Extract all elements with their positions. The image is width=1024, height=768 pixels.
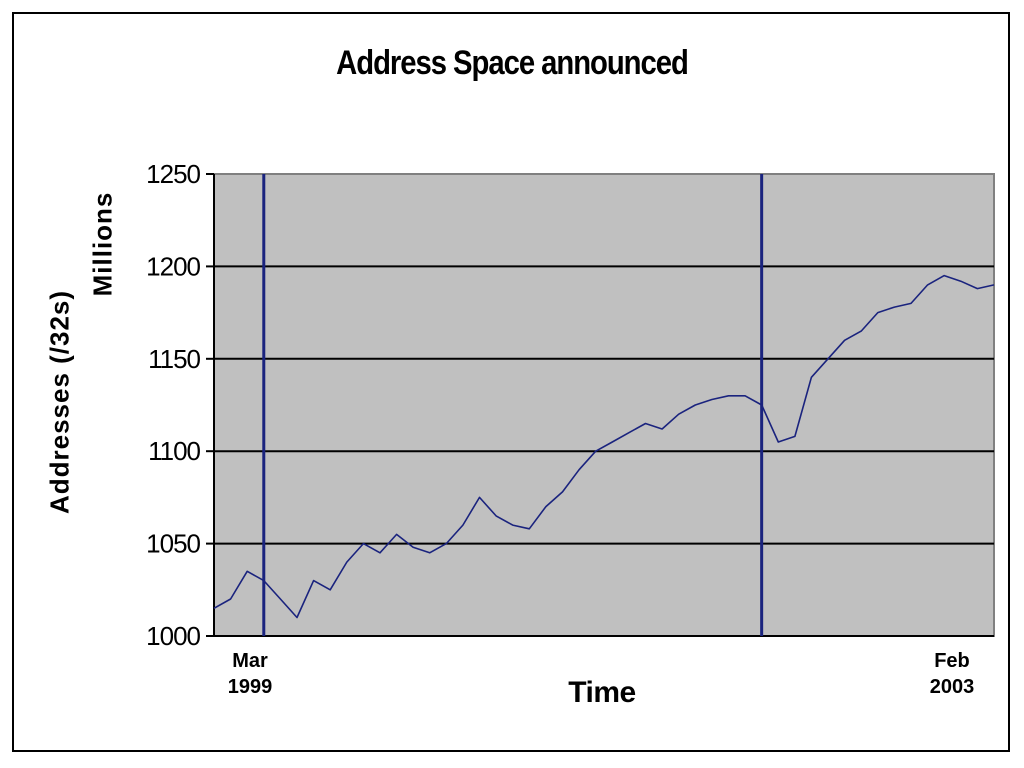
plot-area bbox=[213, 173, 995, 637]
y-tick-label: 1150 bbox=[148, 344, 200, 374]
y-tick-label: 1000 bbox=[146, 621, 200, 651]
y-tick-label: 1200 bbox=[146, 251, 200, 281]
x-tick-end-year: 2003 bbox=[929, 676, 975, 698]
x-tick-end-month: Feb bbox=[934, 650, 970, 672]
y-tick-label: 1100 bbox=[148, 436, 200, 466]
series-line bbox=[213, 274, 995, 619]
x-tick-end: Feb 2003 bbox=[930, 648, 975, 700]
x-axis-label: Time bbox=[568, 676, 636, 709]
y-axis: 1000 1050 1100 1150 1200 1250 bbox=[146, 159, 994, 651]
y-tick-label: 1050 bbox=[146, 529, 200, 559]
chart-title: Address Space announced bbox=[336, 44, 689, 82]
series-layer bbox=[213, 174, 995, 636]
x-tick-start-month: Mar bbox=[232, 650, 268, 672]
gridlines bbox=[214, 265, 994, 545]
x-tick-start-year: 1999 bbox=[227, 676, 273, 698]
x-tick-start: Mar 1999 bbox=[228, 648, 273, 700]
y-tick-label: 1250 bbox=[146, 159, 200, 189]
